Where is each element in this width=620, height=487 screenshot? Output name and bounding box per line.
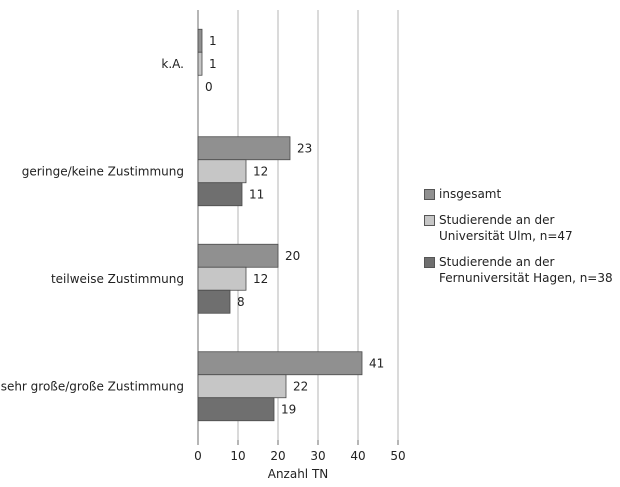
category-label-geringe-keine-zustimmung: geringe/keine Zustimmung [22,164,184,178]
legend-swatch-ulm [424,215,435,226]
bar-teilweise-zustimmung-series-0 [197,243,279,268]
category-label-k-a: k.A. [161,57,184,71]
value-label-k-a-series-0: 1 [209,34,217,48]
bar-teilweise-zustimmung-series-2 [197,289,231,314]
x-axis-title: Anzahl TN [268,467,329,481]
bar-geringe-keine-zustimmung-series-2 [197,182,243,207]
value-label-geringe-keine-zustimmung-series-1: 12 [253,164,268,178]
legend: insgesamt Studierende an der Universität… [424,186,620,296]
bar-teilweise-zustimmung-series-1 [197,266,247,291]
value-label-k-a-series-1: 1 [209,57,217,71]
bar-sehr-grosse-grosse-zustimmung-series-2 [197,397,275,422]
x-tick-label-50: 50 [390,449,405,463]
bar-sehr-grosse-grosse-zustimmung-series-0 [197,351,363,376]
legend-label-insgesamt: insgesamt [439,187,502,201]
legend-swatch-hagen [424,257,435,268]
value-label-geringe-keine-zustimmung-series-2: 11 [249,187,264,201]
value-label-sehr-grosse-grosse-zustimmung-series-0: 41 [369,356,384,370]
bar-k-a-series-1 [197,51,203,76]
value-label-sehr-grosse-grosse-zustimmung-series-1: 22 [293,379,308,393]
legend-item-insgesamt: insgesamt [424,186,620,202]
x-tick-label-0: 0 [194,449,202,463]
category-label-teilweise-zustimmung: teilweise Zustimmung [51,272,184,286]
value-label-teilweise-zustimmung-series-1: 12 [253,272,268,286]
bar-geringe-keine-zustimmung-series-0 [197,136,291,161]
x-tick-label-30: 30 [310,449,325,463]
value-label-geringe-keine-zustimmung-series-0: 23 [297,141,312,155]
value-label-teilweise-zustimmung-series-2: 8 [237,295,245,309]
legend-item-ulm: Studierende an der Universität Ulm, n=47 [424,212,620,244]
x-tick-label-40: 40 [350,449,365,463]
value-label-sehr-grosse-grosse-zustimmung-series-2: 19 [281,402,296,416]
legend-swatch-insgesamt [424,189,435,200]
x-tick-label-10: 10 [230,449,245,463]
bar-k-a-series-0 [197,28,203,53]
value-label-k-a-series-2: 0 [205,80,213,94]
legend-label-ulm: Studierende an der Universität Ulm, n=47 [439,213,573,243]
legend-item-hagen: Studierende an der Fernuniversität Hagen… [424,254,620,286]
value-label-teilweise-zustimmung-series-0: 20 [285,249,300,263]
category-label-sehr-grosse-grosse-zustimmung: sehr große/große Zustimmung [1,379,184,393]
x-tick-label-20: 20 [270,449,285,463]
bar-geringe-keine-zustimmung-series-1 [197,159,247,184]
bar-sehr-grosse-grosse-zustimmung-series-1 [197,374,287,399]
legend-label-hagen: Studierende an der Fernuniversität Hagen… [439,255,613,285]
